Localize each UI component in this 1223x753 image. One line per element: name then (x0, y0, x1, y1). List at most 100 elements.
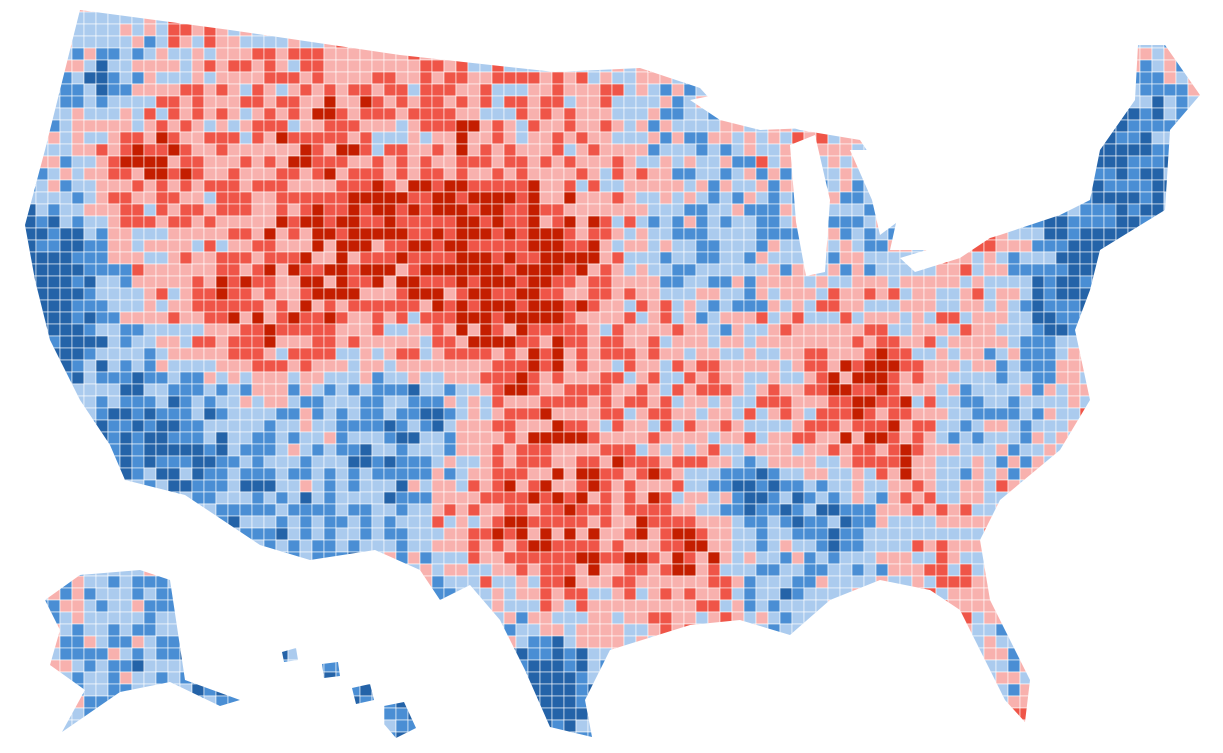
county (959, 419, 973, 433)
county (311, 215, 325, 229)
county (875, 491, 889, 505)
county (1103, 575, 1117, 589)
county (743, 383, 757, 397)
county (491, 215, 505, 229)
county (251, 10, 265, 13)
county (467, 455, 481, 469)
county (755, 467, 769, 481)
county (959, 503, 973, 517)
county (491, 239, 505, 253)
county (623, 23, 637, 37)
county (407, 167, 421, 181)
county (1007, 167, 1021, 181)
county (311, 251, 325, 265)
county (287, 563, 301, 577)
county (287, 155, 301, 169)
county (1079, 239, 1093, 253)
county (1091, 239, 1105, 253)
county (1043, 191, 1057, 205)
county (323, 251, 337, 265)
county (671, 347, 685, 361)
county (1115, 23, 1129, 37)
county (659, 503, 673, 517)
county (251, 239, 265, 253)
county (539, 155, 553, 169)
county (1031, 143, 1045, 157)
county (131, 503, 145, 517)
county (695, 155, 709, 169)
county (1055, 419, 1069, 433)
county (719, 491, 733, 505)
county (191, 83, 205, 97)
county (551, 479, 565, 493)
county (407, 95, 421, 109)
county (131, 167, 145, 181)
county (71, 251, 85, 265)
county (455, 335, 469, 349)
county (179, 35, 193, 49)
county (527, 491, 541, 505)
county (25, 239, 37, 253)
county (1115, 431, 1129, 445)
county (827, 251, 841, 265)
county (1007, 347, 1021, 361)
county (515, 407, 529, 421)
county (635, 263, 649, 277)
county (1199, 539, 1200, 553)
county (131, 83, 145, 97)
county (263, 551, 277, 565)
county (47, 299, 61, 313)
county (431, 371, 445, 385)
county (923, 299, 937, 313)
county (1055, 455, 1069, 469)
county (683, 143, 697, 157)
county (575, 71, 589, 85)
county (551, 323, 565, 337)
county (587, 323, 601, 337)
county (803, 551, 817, 565)
county (839, 335, 853, 349)
county (371, 215, 385, 229)
county (599, 10, 613, 13)
county (503, 155, 517, 169)
county (671, 491, 685, 505)
county (695, 527, 709, 541)
county (371, 407, 385, 421)
county (695, 347, 709, 361)
county (1175, 467, 1189, 481)
county (167, 191, 181, 205)
county (1043, 371, 1057, 385)
county (467, 263, 481, 277)
county (323, 575, 337, 589)
county (347, 455, 361, 469)
county (575, 467, 589, 481)
county (1019, 263, 1033, 277)
county (743, 59, 757, 73)
county (755, 143, 769, 157)
county (455, 395, 469, 409)
county (683, 71, 697, 85)
county (275, 155, 289, 169)
county (911, 71, 925, 85)
county (683, 275, 697, 289)
county (431, 35, 445, 49)
county (563, 551, 577, 565)
county (0, 132, 12, 144)
county (71, 191, 85, 205)
county (1151, 503, 1165, 517)
county (0, 324, 12, 336)
county (323, 263, 337, 277)
county (467, 47, 481, 61)
county (947, 419, 961, 433)
county (1199, 575, 1200, 589)
county (12, 192, 24, 204)
county (743, 515, 757, 529)
county (431, 191, 445, 205)
county (311, 179, 325, 193)
county (815, 323, 829, 337)
county (12, 156, 24, 168)
county (587, 179, 601, 193)
county (1199, 287, 1200, 301)
county (287, 47, 301, 61)
county (995, 203, 1009, 217)
